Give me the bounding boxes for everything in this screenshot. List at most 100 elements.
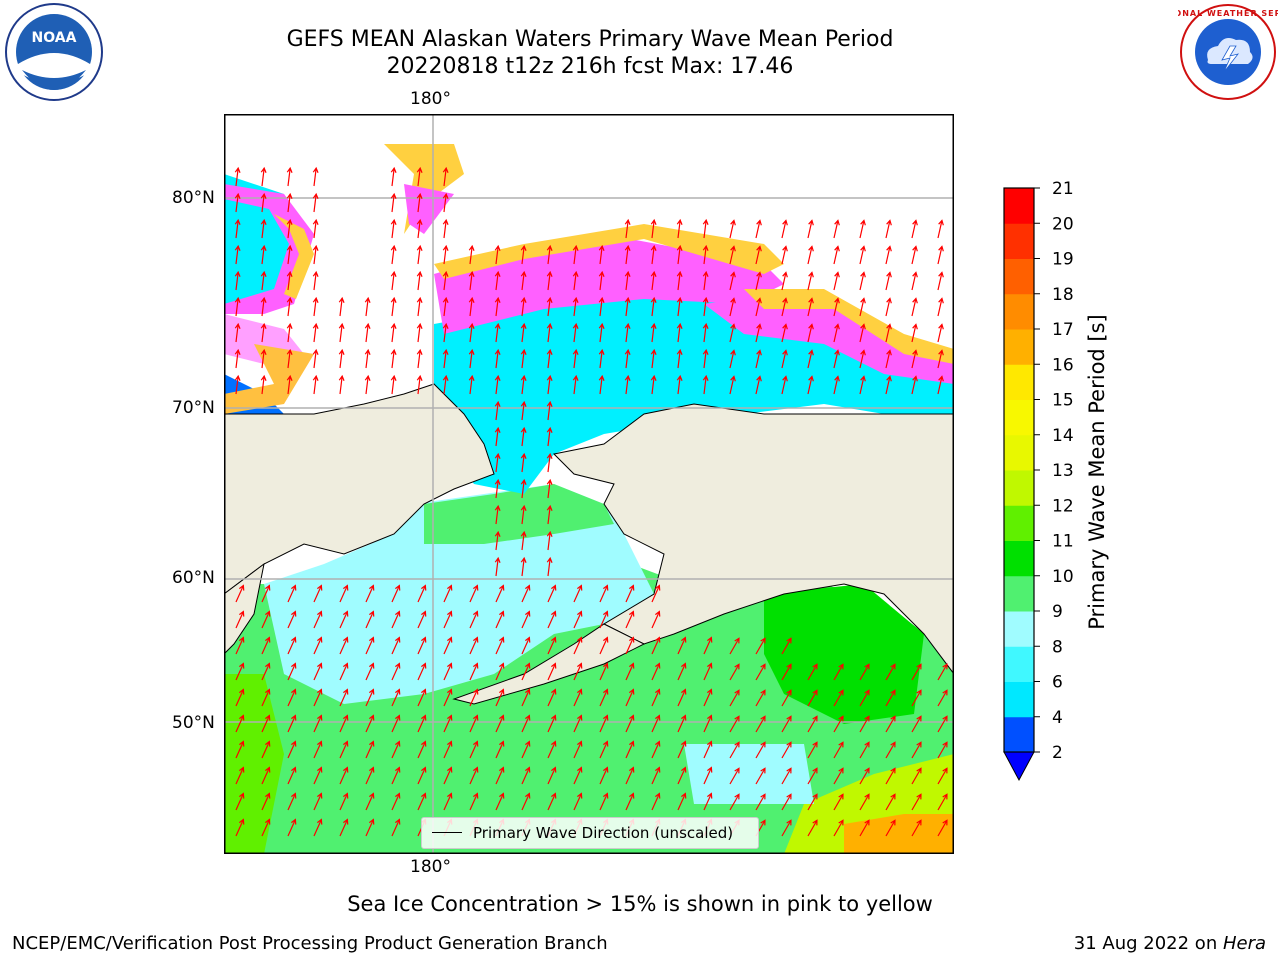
wave-direction-arrow	[547, 766, 557, 785]
wave-direction-arrow	[365, 636, 375, 655]
wave-direction-arrow	[807, 663, 818, 681]
colorbar-tick-label: 19	[1052, 250, 1074, 270]
wave-direction-arrow	[859, 219, 866, 239]
wave-direction-arrow	[729, 375, 736, 395]
wave-direction-arrow	[781, 741, 792, 759]
wave-direction-arrow	[651, 792, 661, 811]
wave-direction-arrow	[494, 478, 501, 499]
wave-direction-arrow	[390, 218, 397, 239]
wave-direction-arrow	[885, 323, 892, 343]
wave-direction-arrow	[546, 400, 553, 421]
wave-direction-arrow	[520, 400, 527, 421]
wave-direction-arrow	[391, 792, 401, 811]
footer-credit: NCEP/EMC/Verification Post Processing Pr…	[12, 933, 608, 954]
sea-ice-west-edge	[274, 214, 314, 299]
colorbar-block	[1004, 540, 1034, 577]
wave-direction-arrow	[937, 767, 948, 785]
wave-direction-arrow	[677, 636, 687, 655]
colorbar-tick-label: 6	[1052, 673, 1063, 693]
wave-direction-arrow	[781, 793, 792, 811]
wave-direction-arrow	[833, 819, 844, 837]
wave-direction-arrow	[625, 740, 635, 759]
wave-direction-arrow	[833, 219, 840, 239]
legend-label: Primary Wave Direction (unscaled)	[473, 824, 734, 842]
wave-direction-arrow	[598, 348, 605, 369]
wave-direction-arrow	[599, 636, 609, 655]
wave-direction-arrow	[312, 192, 319, 213]
wave-direction-arrow	[521, 662, 531, 681]
wave-direction-arrow	[339, 714, 349, 733]
wave-direction-arrow	[807, 793, 818, 811]
wave-direction-arrow	[286, 270, 293, 291]
wave-direction-arrow	[365, 584, 375, 603]
land-kamchatka	[224, 562, 265, 655]
wave-direction-arrow	[364, 296, 371, 317]
wave-direction-arrow	[547, 610, 557, 629]
wave-direction-arrow	[235, 792, 245, 811]
wave-direction-arrow	[625, 636, 635, 655]
wave-direction-arrow	[755, 349, 762, 369]
wave-direction-arrow	[755, 715, 766, 733]
wave-direction-arrow	[495, 584, 505, 603]
wave-direction-arrow	[520, 426, 527, 447]
wave-direction-arrow	[807, 245, 814, 265]
wave-direction-arrow	[546, 426, 553, 447]
wave-direction-arrow	[520, 504, 527, 525]
wave-direction-arrow	[313, 610, 323, 629]
wave-direction-arrow	[546, 322, 553, 343]
wave-direction-arrow	[650, 322, 657, 343]
wave-direction-arrow	[235, 662, 245, 681]
wave-direction-arrow	[391, 818, 401, 837]
wave-direction-arrow	[521, 636, 531, 655]
wave-direction-arrow	[234, 322, 241, 343]
wave-direction-arrow	[442, 192, 449, 213]
lat-label-50: 50°N	[172, 713, 215, 733]
wave-direction-arrow	[521, 766, 531, 785]
noaa-logo-text: NOAA	[32, 30, 77, 46]
wave-direction-arrow	[443, 714, 453, 733]
wave-direction-arrow	[937, 297, 944, 317]
wave-direction-arrow	[702, 270, 709, 291]
wave-direction-arrow	[365, 662, 375, 681]
wave-direction-arrow	[391, 740, 401, 759]
wave-direction-arrow	[781, 767, 792, 785]
wave-direction-arrow	[833, 715, 844, 733]
wave-direction-arrow	[625, 792, 635, 811]
wave-direction-arrow	[365, 740, 375, 759]
colorbar-block	[1004, 223, 1034, 259]
wave-direction-arrow	[677, 766, 687, 785]
colorbar-tick-label: 17	[1052, 320, 1074, 340]
wave-direction-arrow	[261, 766, 271, 785]
wave-direction-arrow	[261, 688, 271, 707]
wave-direction-arrow	[885, 297, 892, 317]
wave-direction-arrow	[391, 636, 401, 655]
wave-direction-arrow	[572, 270, 579, 291]
wave-direction-arrow	[416, 374, 423, 395]
footer-date-text: 31 Aug 2022 on	[1073, 933, 1223, 954]
wave-direction-arrow	[443, 584, 453, 603]
wave-direction-arrow	[885, 663, 896, 681]
wave-direction-arrow	[937, 375, 944, 395]
wave-direction-arrow	[521, 610, 531, 629]
wave-direction-arrow	[234, 374, 241, 395]
wave-direction-arrow	[442, 244, 449, 265]
colorbar-tick-label: 2	[1052, 743, 1063, 763]
wave-direction-arrow	[364, 322, 371, 343]
wave-direction-arrow	[234, 192, 241, 213]
wave-direction-arrow	[416, 166, 423, 187]
wave-direction-arrow	[365, 688, 375, 707]
wave-direction-arrow	[234, 296, 241, 317]
wave-direction-arrow	[781, 375, 788, 395]
wave-direction-arrow	[235, 766, 245, 785]
wave-direction-arrow	[729, 715, 740, 733]
wave-direction-arrow	[287, 662, 297, 681]
colorbar-tick-label: 21	[1052, 180, 1074, 199]
wave-direction-arrow	[729, 245, 736, 265]
wave-direction-arrow	[703, 662, 713, 681]
wave-direction-arrow	[520, 530, 527, 551]
wave-direction-arrow	[703, 740, 713, 759]
land-alaska	[552, 403, 954, 675]
wave-field-bering-north	[424, 484, 614, 544]
wave-direction-arrow	[260, 322, 267, 343]
wave-direction-arrow	[885, 767, 896, 785]
